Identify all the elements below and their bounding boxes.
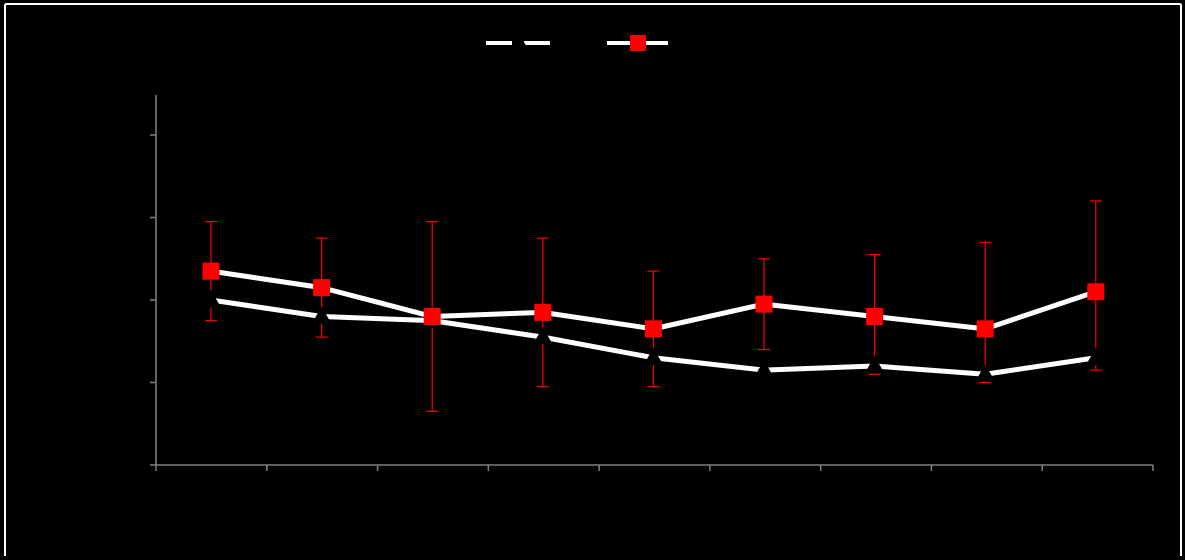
legend-series-b-marker <box>630 35 646 51</box>
series-a-point <box>975 364 996 382</box>
series-a-point <box>201 289 221 308</box>
axes <box>150 95 1154 471</box>
series-b-point <box>202 262 220 280</box>
series-b-point <box>755 295 773 313</box>
series-a-point <box>1085 347 1106 365</box>
chart-frame <box>4 3 1182 556</box>
series-a-point <box>311 306 332 324</box>
error-bars <box>205 200 1102 412</box>
legend-series-a-marker <box>512 35 528 49</box>
series-b-point <box>976 320 994 338</box>
series-b-point <box>313 279 331 297</box>
series-b-point <box>866 308 884 325</box>
series-a-point <box>754 360 774 378</box>
series-a-point <box>643 347 664 365</box>
series-b-point <box>1087 283 1105 301</box>
series-b-point <box>644 320 662 338</box>
series-a-point <box>864 355 885 374</box>
legend <box>486 35 668 51</box>
series-markers <box>201 262 1106 382</box>
series-a-point <box>532 327 553 345</box>
series-b-point <box>423 308 441 325</box>
series-b-point <box>534 303 552 321</box>
